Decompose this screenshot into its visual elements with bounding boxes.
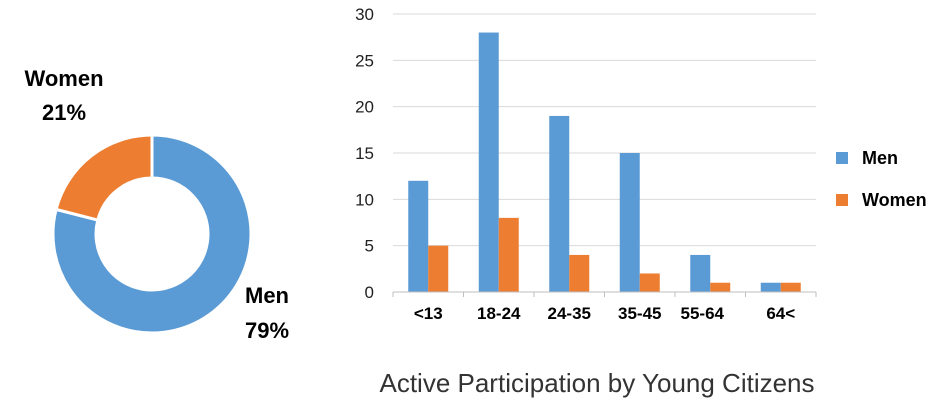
- bar-women-3: [639, 273, 660, 292]
- x-category-label: 35-45: [618, 304, 661, 323]
- y-tick-label: 5: [365, 237, 374, 256]
- x-category-label: 55-64: [681, 304, 725, 323]
- y-tick-label: 10: [355, 190, 374, 209]
- bar-men-4: [690, 254, 711, 292]
- y-tick-label: 15: [355, 144, 374, 163]
- donut-chart: [51, 133, 253, 335]
- x-category-label: 64<: [766, 304, 795, 323]
- bar-men-3: [619, 153, 640, 292]
- bar-men-2: [549, 115, 570, 292]
- legend-label-women: Women: [862, 190, 927, 210]
- bar-chart-gridlines: [393, 13, 816, 247]
- bar-women-0: [428, 245, 449, 292]
- bar-men-0: [408, 180, 429, 292]
- y-tick-label: 20: [355, 98, 374, 117]
- donut-label-men-percent: 79%: [245, 318, 289, 343]
- donut-label-men: Men 79%: [245, 283, 289, 343]
- bar-men-5: [760, 282, 781, 292]
- y-tick-label: 25: [355, 51, 374, 70]
- donut-label-women-name: Women: [24, 66, 103, 91]
- donut-label-women: Women 21%: [24, 66, 103, 125]
- legend-swatch-women: [836, 194, 848, 206]
- bar-women-5: [780, 282, 801, 292]
- bar-women-4: [710, 282, 731, 292]
- legend-swatch-men: [836, 152, 848, 164]
- donut-label-women-percent: 21%: [42, 100, 86, 125]
- y-tick-label: 30: [355, 5, 374, 24]
- bar-women-2: [569, 254, 590, 292]
- x-category-label: 24-35: [548, 304, 591, 323]
- x-category-label: <13: [414, 304, 443, 323]
- bar-chart-y-axis: 0 5 10 15 20 25 30: [355, 5, 374, 302]
- chart-title: Active Participation by Young Citizens: [379, 368, 814, 398]
- bar-chart-bars: [408, 32, 801, 293]
- donut-slice-women: [54, 133, 154, 222]
- bar-women-1: [498, 217, 519, 292]
- bar-men-1: [478, 32, 499, 293]
- bar-chart-x-axis: <13 18-24 24-35 35-45 55-64 64<: [392, 291, 817, 323]
- bar-chart-legend: Men Women: [836, 148, 927, 210]
- legend-label-men: Men: [862, 148, 898, 168]
- x-category-label: 18-24: [477, 304, 521, 323]
- donut-slice-men: [51, 133, 253, 335]
- y-tick-label: 0: [365, 283, 374, 302]
- donut-label-men-name: Men: [245, 283, 289, 308]
